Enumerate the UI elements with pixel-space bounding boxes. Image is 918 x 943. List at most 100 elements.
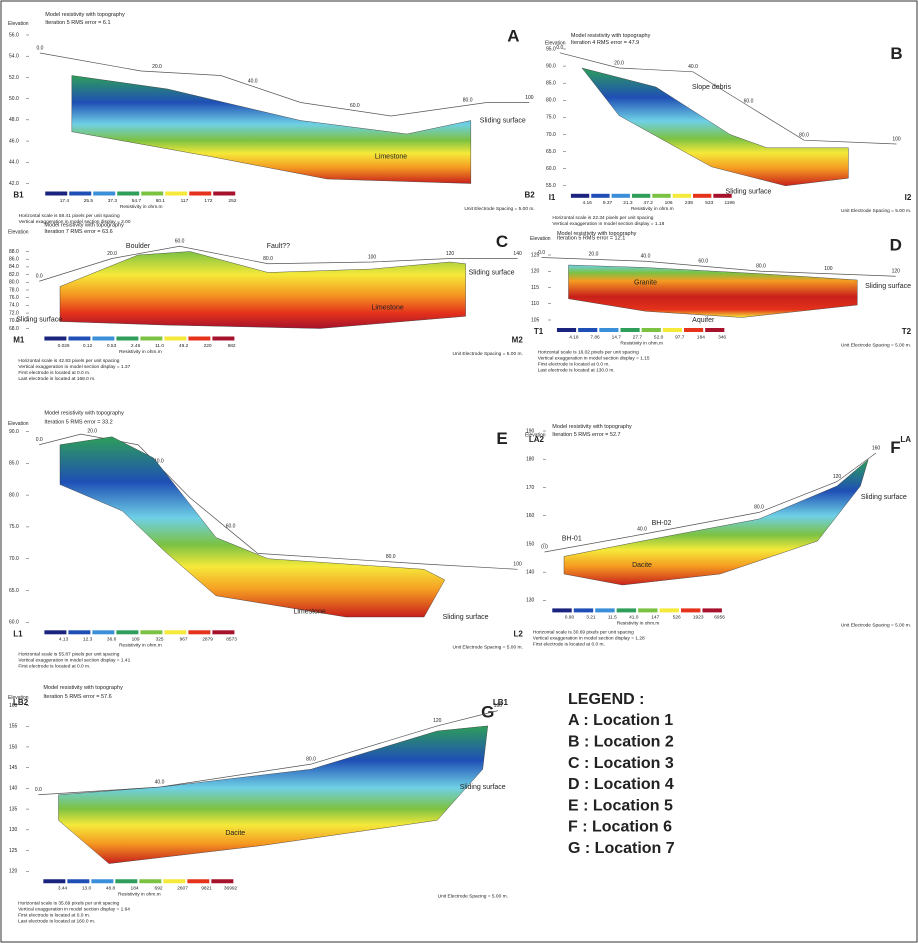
- elevation-tick: 54.0: [9, 54, 19, 60]
- legend-item: D : Location 4: [568, 776, 674, 793]
- panel-title: Model resistivity with topography: [557, 231, 637, 237]
- elevation-tick: 70.0: [546, 132, 556, 138]
- annotation: Dacite: [225, 830, 245, 837]
- panel-subtitle: Iteration 5 RMS error = 57.6: [43, 694, 111, 700]
- colorbar-swatch: [92, 630, 115, 635]
- colorbar-value: 9.37: [603, 200, 613, 206]
- annotation: Granite: [634, 279, 657, 286]
- scale-note: Last electrode is located at 168.0 m.: [18, 376, 95, 382]
- panel-letter: C: [496, 232, 508, 251]
- scale-note: Vertical exaggeration in model section d…: [538, 355, 650, 361]
- elevation-tick: 180: [526, 457, 535, 463]
- annotation: Sliding surface: [726, 188, 772, 195]
- panel-title: Model resistivity with topography: [571, 33, 651, 39]
- elevation-tick: 150: [9, 744, 18, 750]
- distance-label: 40.0: [155, 779, 165, 785]
- profile-start: M1: [13, 336, 25, 345]
- topography: [39, 245, 518, 282]
- scale-note: Vertical exaggeration in model section d…: [552, 221, 664, 227]
- colorbar-swatch: [552, 608, 572, 613]
- colorbar-value: 7.86: [590, 334, 600, 340]
- resistivity-section: [58, 725, 488, 864]
- distance-label: 0.0: [541, 544, 548, 550]
- elevation-tick: 90.0: [9, 429, 19, 435]
- legend-item: B : Location 2: [568, 734, 674, 751]
- colorbar-swatch: [570, 193, 590, 198]
- colorbar-swatch: [595, 608, 615, 613]
- panel-subtitle: Iteration 5 RMS error = 33.2: [44, 420, 112, 426]
- colorbar-value: 0.12: [83, 343, 93, 349]
- panel-letter: B: [890, 44, 902, 63]
- annotation: Limestone: [293, 609, 325, 616]
- panel-title: Model resistivity with topography: [44, 223, 124, 229]
- elevation-tick: 68.0: [9, 326, 19, 332]
- profile-start: LB2: [13, 698, 29, 707]
- colorbar-swatch: [556, 328, 577, 332]
- profile-start: I1: [549, 193, 556, 202]
- colorbar-value: 47.2: [644, 200, 654, 206]
- scale-note: First electrode is located at 0.0 m.: [18, 370, 90, 376]
- scale-note: Horizontal scale is 16.02 pixels per uni…: [538, 349, 639, 355]
- elevation-tick: 135: [9, 806, 18, 812]
- distance-label: 60.0: [226, 523, 236, 529]
- topography: [39, 433, 518, 570]
- colorbar-value: 12.3: [83, 637, 93, 643]
- distance-label: 100: [525, 95, 534, 101]
- profile-start: B1: [13, 191, 24, 200]
- colorbar-value: 52.0: [654, 334, 664, 340]
- colorbar-value: 238: [685, 200, 693, 206]
- scale-note: Last electrode is located at 160.0 m.: [18, 919, 95, 925]
- colorbar-label: Resistivity in ohm.m: [617, 621, 660, 627]
- colorbar-value: 11.5: [608, 615, 617, 621]
- annotation: BH-02: [652, 520, 672, 527]
- colorbar-swatch: [139, 879, 162, 884]
- colorbar-value: 220: [204, 343, 212, 349]
- annotation: Limestone: [371, 304, 403, 311]
- annotation: Sliding surface: [16, 317, 62, 324]
- elevation-tick: 110: [531, 301, 539, 307]
- electrode-spacing: Unit Electrode Spacing = 5.00 m.: [453, 645, 523, 651]
- colorbar-swatch: [116, 336, 139, 341]
- legend-item: C : Location 3: [568, 755, 674, 772]
- profile-end: I2: [905, 193, 912, 202]
- scale-note: Horizontal scale is 42.83 pixels per uni…: [18, 358, 119, 364]
- elevation-tick: 65.0: [9, 588, 19, 594]
- topography: [38, 710, 498, 796]
- colorbar-swatch: [620, 328, 640, 332]
- colorbar-swatch: [140, 336, 163, 341]
- scale-note: Horizontal scale is 35.69 pixels per uni…: [18, 901, 119, 907]
- distance-label: 20.0: [152, 64, 162, 70]
- colorbar-swatch: [92, 336, 115, 341]
- scale-note: Horizontal scale is 55.87 pixels per uni…: [18, 652, 119, 658]
- legend-item: F : Location 6: [568, 819, 672, 836]
- colorbar-swatch: [93, 191, 116, 196]
- panel-subtitle: Iteration 5 RMS error = 6.1: [45, 20, 110, 26]
- colorbar-swatch: [163, 879, 186, 884]
- elevation-tick: 85.0: [9, 461, 19, 467]
- colorbar-swatch: [140, 630, 163, 635]
- elevation-tick: 150: [526, 541, 535, 547]
- colorbar-swatch: [591, 193, 610, 198]
- distance-label: 60.0: [698, 259, 708, 265]
- scale-note: Horizontal scale is 22.34 pixels per uni…: [552, 215, 653, 221]
- distance-label: 120: [892, 269, 901, 275]
- profile-end: LA: [900, 435, 911, 444]
- colorbar-swatch: [45, 191, 68, 196]
- distance-label: 0.0: [556, 45, 563, 51]
- colorbar-label: Resistivity in ohm.m: [620, 340, 663, 346]
- colorbar-value: 4.16: [583, 200, 593, 206]
- colorbar-value: 172: [204, 198, 212, 204]
- colorbar-label: Resistivity in ohm.m: [120, 204, 163, 210]
- distance-label: 20.0: [87, 429, 97, 435]
- colorbar-value: 3.21: [586, 615, 596, 621]
- colorbar-swatch: [631, 193, 651, 198]
- electrode-spacing: Unit Electrode Spacing = 5.00 m.: [453, 351, 523, 357]
- distance-label: 140: [513, 251, 522, 257]
- distance-label: 40.0: [688, 64, 698, 70]
- legend-title: LEGEND :: [568, 691, 644, 708]
- topography: [39, 52, 530, 117]
- panel-subtitle: Iteration 5 RMS error = 12.1: [557, 236, 625, 242]
- panel: Model resistivity with topography Iterati…: [525, 424, 911, 648]
- colorbar-swatch: [599, 328, 619, 332]
